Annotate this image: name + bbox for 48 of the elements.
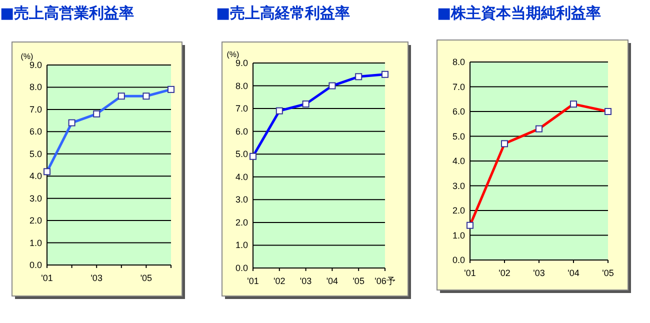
y-axis-title: (%): [20, 52, 34, 61]
y-tick-label: 2.0: [235, 217, 248, 228]
x-tick-label: '04: [326, 276, 338, 286]
x-tick-label: '02: [274, 276, 286, 286]
y-tick-label: 0.0: [29, 260, 42, 270]
y-tick-label: 4.0: [29, 171, 42, 182]
x-tick-label: '01: [464, 268, 476, 278]
y-tick-label: 8.0: [29, 82, 42, 92]
y-tick-label: 0.0: [452, 255, 465, 265]
y-tick-label: 5.0: [29, 148, 42, 159]
y-tick-label: 2.0: [29, 216, 42, 226]
chart-title: ■株主資本当期純利益率: [437, 4, 602, 22]
y-tick-label: 5.0: [452, 131, 465, 142]
y-tick-label: 2.0: [452, 206, 465, 216]
y-tick-label: 6.0: [29, 126, 42, 137]
y-tick-label: 4.0: [235, 172, 248, 182]
y-tick-label: 8.0: [235, 80, 248, 91]
y-tick-label: 6.0: [235, 126, 248, 136]
x-tick-label: '03: [90, 273, 102, 283]
y-tick-label: 7.0: [29, 104, 42, 114]
y-tick-label: 7.0: [452, 82, 465, 92]
chart-title: ■売上高経常利益率: [216, 4, 350, 22]
x-tick-label: '01: [247, 276, 259, 286]
x-tick-label: '05: [352, 276, 364, 286]
x-tick-label: '05: [602, 268, 614, 278]
y-tick-label: 7.0: [235, 104, 248, 114]
y-tick-label: 1.0: [29, 238, 42, 248]
y-tick-label: 4.0: [452, 156, 465, 166]
y-tick-label: 5.0: [235, 149, 248, 160]
x-tick-label: '04: [568, 268, 580, 278]
x-tick-label: '03: [300, 276, 312, 286]
x-tick-label: '02: [498, 268, 510, 278]
y-tick-label: 3.0: [452, 180, 465, 191]
y-tick-label: 8.0: [452, 57, 465, 67]
y-tick-label: 6.0: [452, 106, 465, 116]
y-tick-label: 3.0: [29, 193, 42, 204]
y-tick-label: 1.0: [452, 230, 465, 240]
x-tick-label: '05: [140, 273, 152, 283]
x-tick-label: '01: [41, 273, 53, 283]
y-tick-label: 3.0: [235, 194, 248, 205]
y-axis-title: (%): [226, 50, 240, 59]
y-tick-label: 9.0: [29, 60, 42, 70]
y-tick-label: 9.0: [235, 58, 248, 68]
x-tick-label: '06予: [374, 276, 396, 286]
chart-title: ■売上高営業利益率: [0, 4, 134, 22]
y-tick-label: 1.0: [235, 240, 248, 250]
y-tick-label: 0.0: [235, 263, 248, 273]
x-tick-label: '03: [533, 268, 545, 278]
